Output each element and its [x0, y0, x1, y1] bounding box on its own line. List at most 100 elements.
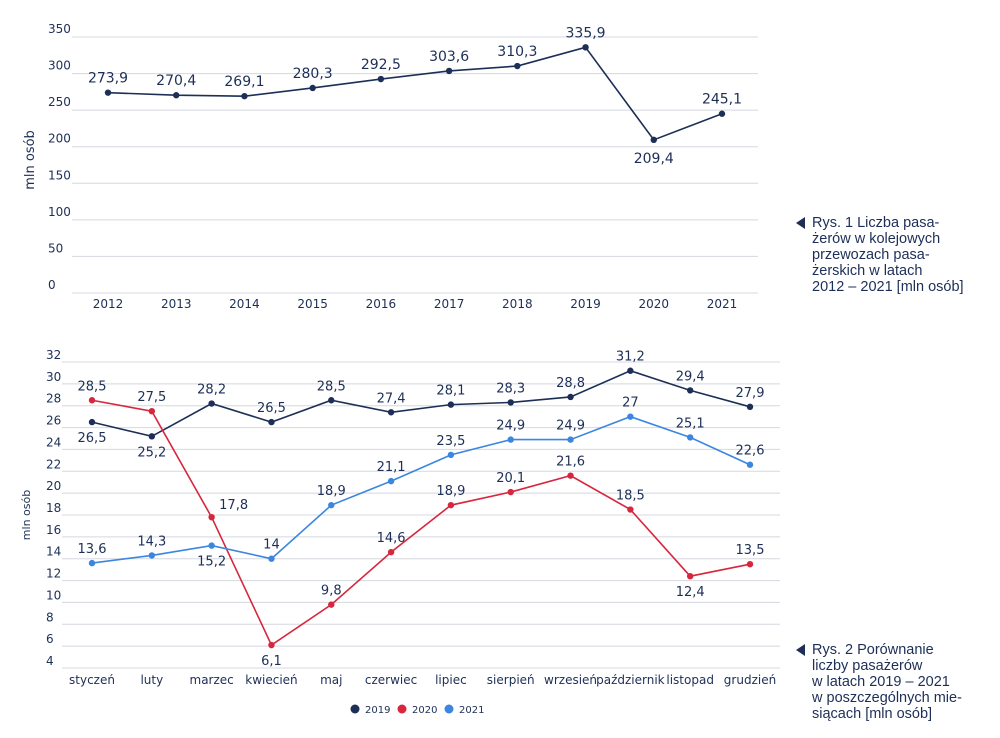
triangle-left-icon: [796, 217, 805, 229]
chart-passengers-yearly: 0 50 100 150 200 250 300 350 2012 2013 2014 2015 201…: [23, 22, 758, 311]
data-point-2019: [746, 403, 754, 411]
x-tick-label: styczeń: [69, 673, 115, 687]
series-line: [107, 46, 723, 141]
data-point: [514, 62, 521, 70]
data-label-2020: 27,5: [137, 390, 166, 405]
x-tick-label: sierpień: [487, 673, 535, 687]
caption-line: żerów w kolejowych: [812, 231, 941, 247]
data-point-2020: [88, 397, 96, 404]
data-label-2021: 13,6: [78, 542, 107, 557]
data-label: 269,1: [224, 74, 264, 90]
data-point: [582, 44, 589, 51]
data-label-2021: 21,1: [377, 460, 406, 475]
data-label: 270,4: [156, 73, 196, 89]
y-tick-label: 6: [46, 632, 54, 646]
data-point-2019: [148, 433, 156, 440]
y-tick-label: 20: [46, 479, 61, 493]
caption-line: Rys. 1 Liczba pasa-: [812, 215, 940, 231]
data-label-2021: 23,5: [436, 434, 465, 449]
data-point-2019: [567, 393, 574, 401]
data-point-2020: [447, 501, 455, 509]
legend-label-2020: 2020: [412, 705, 437, 716]
y-tick-label: 0: [48, 278, 56, 292]
x-tick-label: kwiecień: [245, 673, 297, 687]
y-tick-label: 14: [46, 545, 61, 559]
data-point: [309, 84, 316, 92]
data-label-2020: 20,1: [496, 471, 525, 486]
y-tick-label: 200: [48, 132, 71, 146]
x-tick-label: 2020: [639, 297, 670, 311]
y-tick-label: 16: [46, 523, 61, 537]
data-point: [104, 89, 112, 96]
data-label-2021: 24,9: [556, 419, 585, 434]
data-point-2021: [268, 555, 275, 562]
y-axis-label: mln osób: [20, 490, 33, 540]
x-tick-label: grudzień: [724, 673, 776, 687]
x-tick-label: luty: [140, 673, 163, 687]
data-point-2020: [148, 407, 156, 415]
y-tick-label: 4: [46, 654, 54, 668]
data-point-2020: [208, 513, 215, 521]
y-tick-label: 50: [48, 241, 63, 255]
data-point-2019: [387, 409, 395, 416]
data-point-2019: [507, 399, 514, 406]
x-tick-label: październik: [596, 673, 665, 687]
legend-marker-2019: [350, 704, 360, 714]
x-tick-label: 2015: [297, 297, 328, 311]
x-tick-label: wrzesień: [544, 673, 597, 687]
x-tick-label: 2016: [366, 297, 397, 311]
data-label-2019: 28,8: [556, 376, 585, 391]
data-point-2019: [447, 401, 455, 408]
data-point-2020: [627, 506, 634, 513]
data-label: 303,6: [429, 49, 469, 65]
data-label-2021: 24,9: [496, 419, 525, 434]
x-tick-label: listopad: [666, 673, 714, 687]
data-label-2019: 28,3: [496, 381, 525, 396]
caption-line: 2012 – 2021 [mln osób]: [812, 279, 964, 295]
y-tick-label: 12: [46, 567, 61, 581]
y-tick-label: 150: [48, 168, 71, 182]
data-label-2019: 28,2: [197, 383, 226, 398]
series-line-2020: [91, 399, 751, 647]
data-label: 292,5: [361, 57, 401, 73]
data-label-2019: 28,5: [317, 379, 346, 394]
data-label-2021: 14,3: [137, 534, 166, 549]
series-line-2019: [91, 369, 751, 438]
data-label-2021: 22,6: [736, 444, 765, 459]
caption-line: siącach [mln osób]: [812, 706, 933, 722]
data-point-2020: [387, 548, 395, 556]
data-label: 209,4: [634, 151, 674, 167]
triangle-left-icon: [796, 644, 805, 656]
series-line-2021: [91, 415, 751, 564]
data-label-2019: 29,4: [676, 369, 705, 384]
x-tick-label: marzec: [190, 673, 234, 687]
data-point-2020: [328, 601, 335, 608]
data-label-2021: 18,9: [317, 484, 346, 499]
data-label-2020: 28,5: [78, 379, 107, 394]
data-point-2021: [567, 436, 574, 443]
data-point-2021: [387, 477, 395, 485]
data-point-2020: [567, 472, 574, 479]
data-point-2019: [686, 387, 694, 394]
legend-marker-2021: [444, 704, 454, 714]
data-label-2020: 9,8: [321, 584, 342, 599]
data-point: [445, 67, 453, 75]
data-label-2020: 18,9: [436, 484, 465, 499]
data-label-2020: 18,5: [616, 489, 645, 504]
y-tick-label: 28: [46, 392, 61, 406]
caption-line: w latach 2019 – 2021: [812, 674, 950, 690]
data-point-2021: [507, 436, 514, 443]
data-point: [377, 75, 385, 83]
data-point: [241, 92, 248, 100]
data-point-2021: [88, 559, 96, 567]
data-point: [718, 110, 726, 117]
data-label: 280,3: [293, 66, 333, 82]
x-tick-label: 2017: [434, 297, 465, 311]
caption-fig2: Rys. 2 Porównanie liczby pasażerów w lat…: [796, 642, 962, 722]
data-label-2021: 27: [622, 396, 639, 411]
data-label-2019: 26,5: [78, 431, 107, 446]
y-tick-label: 8: [46, 610, 54, 624]
x-tick-label: 2013: [161, 297, 192, 311]
caption-line: liczby pasażerów: [812, 658, 923, 674]
data-label-2019: 31,2: [616, 350, 645, 365]
